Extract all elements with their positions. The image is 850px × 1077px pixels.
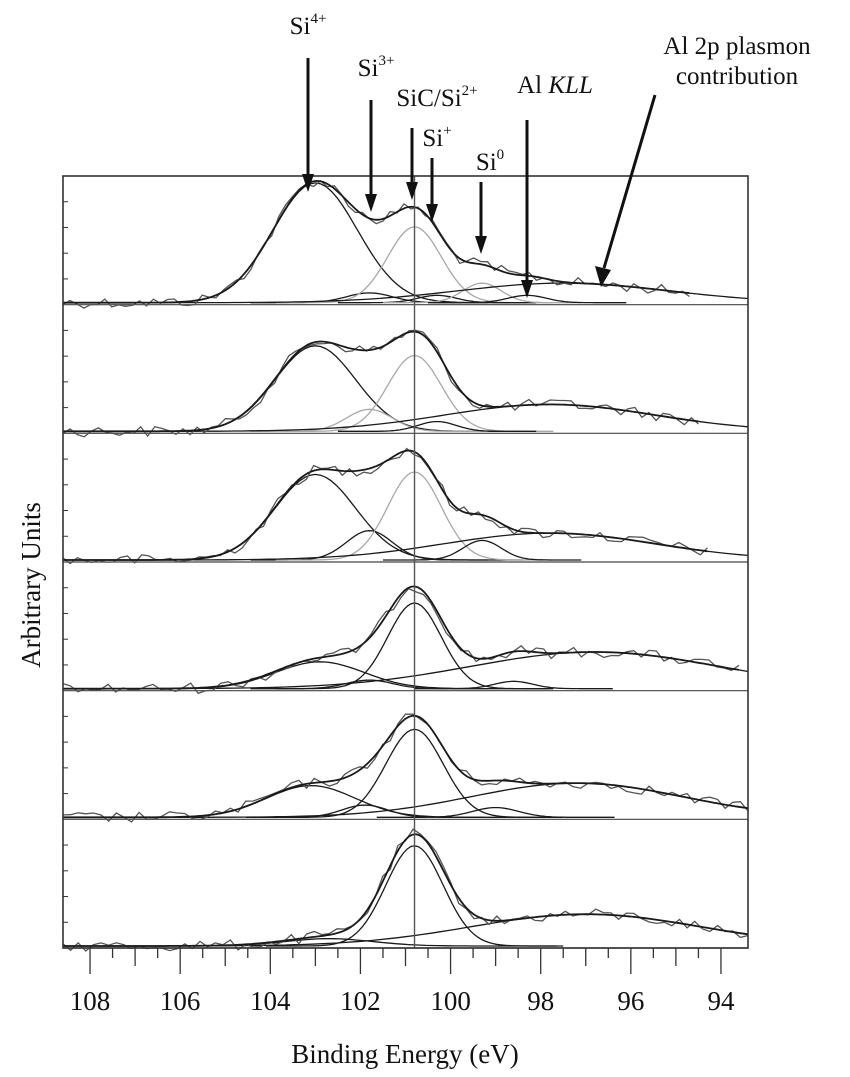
arrow-head (406, 182, 418, 200)
spectrum-panel (62, 585, 749, 695)
x-axis: 108 106 104 102 100 98 96 94 (70, 948, 735, 1016)
spectrum-panel (62, 447, 749, 565)
arrow-head (365, 194, 377, 212)
arrow-head (595, 266, 611, 287)
component-peak (414, 680, 613, 690)
x-tick-label: 102 (340, 986, 381, 1016)
raw-data-trace (62, 180, 690, 309)
annotation-label: Si3+ (358, 53, 395, 82)
fit-envelope (63, 833, 749, 947)
fit-envelope (63, 449, 708, 561)
component-peak (63, 403, 749, 432)
component-peak (376, 806, 615, 818)
component-peak (246, 804, 484, 818)
component-peak (63, 782, 749, 818)
annotation-label: Si+ (422, 123, 451, 152)
component-peak (250, 530, 489, 561)
x-tick-label: 98 (527, 986, 554, 1016)
component-peak (63, 651, 749, 690)
x-tick-label: 108 (70, 986, 111, 1016)
annotation-arrow (602, 94, 657, 269)
fit-envelope (63, 585, 740, 690)
annotation-label: contribution (676, 63, 799, 90)
component-peak (383, 539, 582, 561)
fit-envelope (63, 179, 690, 304)
annotations: Si4+ Si3+SiC/Si2+ Si+ Si0 Al KLL Al 2p plasmo… (290, 11, 811, 298)
x-axis-title: Binding Energy (eV) (291, 1039, 518, 1069)
annotation-label: Al 2p plasmon (663, 33, 811, 60)
raw-data-trace (62, 828, 749, 952)
component-peak (107, 345, 524, 432)
x-tick-label: 94 (707, 986, 735, 1016)
annotation-label: SiC/Si2+ (396, 83, 477, 112)
arrow-head (521, 280, 533, 298)
component-peak (97, 182, 534, 304)
annotation-label: Al KLL (517, 72, 593, 99)
annotation-label: Si4+ (290, 11, 327, 40)
component-peak (337, 294, 537, 304)
arrow-head (302, 174, 314, 192)
component-peak (337, 420, 537, 432)
arrow-head (475, 236, 487, 254)
arrow-head (426, 204, 438, 222)
y-axis-title: Arbitrary Units (16, 502, 46, 668)
raw-data-trace (62, 587, 740, 695)
raw-data-trace (62, 713, 749, 823)
fit-envelope (63, 714, 749, 819)
fit-envelope (63, 330, 699, 433)
spectra-panels (62, 179, 749, 952)
component-peak (107, 473, 524, 561)
x-tick-label: 106 (160, 986, 201, 1016)
x-tick-label: 96 (617, 986, 644, 1016)
spectrum-panel (62, 329, 749, 438)
component-peak (383, 282, 582, 304)
x-tick-label: 104 (250, 986, 291, 1016)
spectrum-panel (62, 713, 749, 823)
annotation-label: Si0 (476, 147, 504, 176)
spectrum-panel (62, 828, 749, 952)
spectrum-panel (62, 179, 749, 309)
raw-data-trace (62, 447, 708, 565)
x-tick-label: 100 (430, 986, 471, 1016)
component-peak (63, 532, 749, 561)
